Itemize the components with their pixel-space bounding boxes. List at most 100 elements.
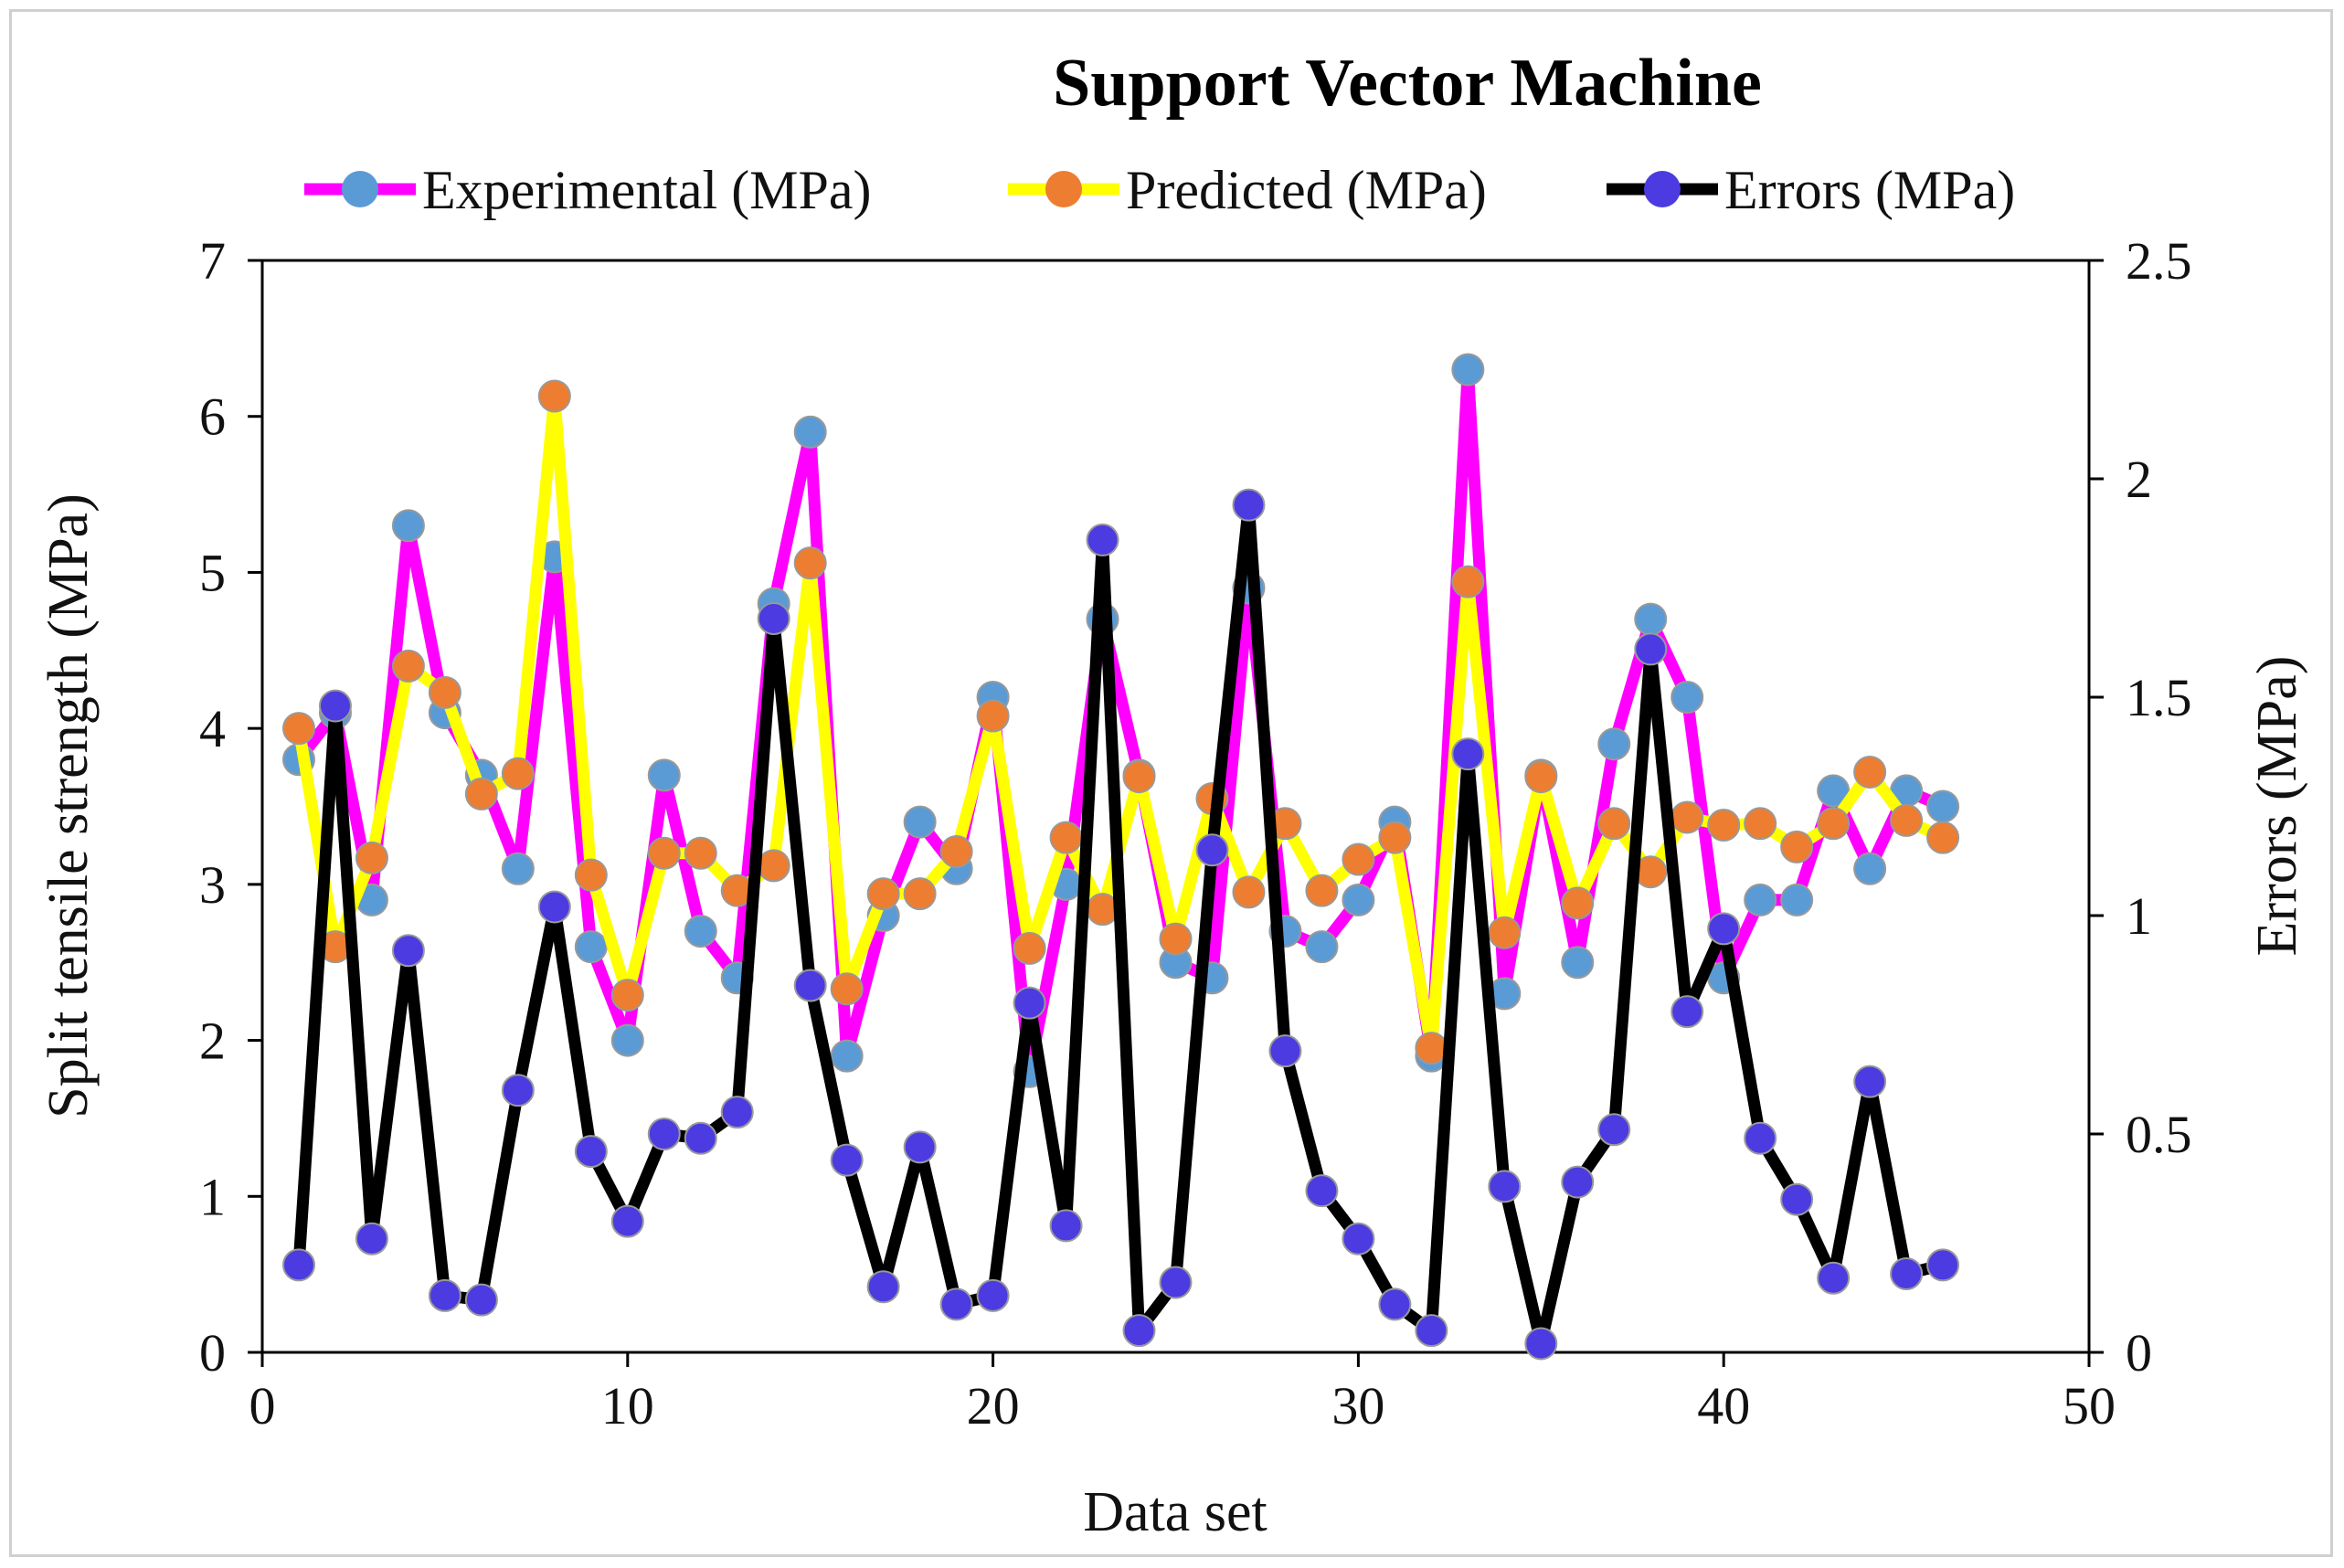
data-point-experimental — [1817, 774, 1851, 808]
data-point-errors — [501, 1074, 535, 1107]
data-point-errors — [720, 1096, 754, 1129]
chart-title: Support Vector Machine — [1053, 46, 1762, 121]
y-tick-label: 0 — [199, 1323, 226, 1383]
data-point-predicted — [1561, 886, 1595, 920]
data-point-predicted — [355, 841, 388, 874]
data-point-errors — [1707, 912, 1741, 946]
data-point-errors — [537, 890, 571, 924]
data-point-predicted — [684, 836, 717, 870]
data-point-experimental — [830, 1039, 864, 1073]
data-point-predicted — [574, 858, 608, 892]
series-line-errors — [292, 499, 1949, 1350]
x-tick-label: 20 — [967, 1376, 1020, 1436]
data-point-predicted — [1488, 916, 1522, 949]
data-point-errors — [428, 1278, 461, 1312]
data-point-errors — [1268, 1034, 1302, 1068]
y2-tick-label: 2.5 — [2126, 231, 2192, 291]
y-tick-label: 5 — [199, 543, 226, 602]
data-point-errors — [1415, 1314, 1448, 1348]
data-point-predicted — [757, 849, 790, 883]
data-point-experimental — [1926, 789, 1960, 823]
data-point-errors — [1159, 1266, 1193, 1299]
data-point-errors — [1049, 1209, 1083, 1243]
data-point-errors — [1817, 1261, 1851, 1295]
data-point-experimental — [1634, 602, 1668, 636]
data-point-errors — [1744, 1121, 1777, 1155]
data-point-predicted — [1415, 1032, 1448, 1065]
data-point-predicted — [281, 712, 315, 746]
data-point-errors — [391, 934, 425, 968]
data-point-errors — [866, 1270, 900, 1304]
data-point-experimental — [1597, 727, 1631, 761]
legend-label-errors: Errors (MPa) — [1724, 160, 2015, 220]
data-point-predicted — [1524, 760, 1558, 794]
data-point-errors — [1342, 1222, 1375, 1255]
data-point-errors — [1524, 1327, 1558, 1361]
data-point-errors — [1853, 1065, 1887, 1098]
data-point-errors — [281, 1248, 315, 1282]
data-point-errors — [1451, 737, 1485, 771]
y2-tick-label: 1 — [2126, 886, 2152, 946]
data-point-experimental — [1305, 930, 1339, 964]
data-point-predicted — [1890, 803, 1924, 837]
data-point-errors — [939, 1287, 973, 1321]
data-point-predicted — [1670, 800, 1704, 834]
data-point-errors — [610, 1204, 644, 1238]
data-point-experimental — [1342, 883, 1375, 916]
data-point-experimental — [684, 915, 717, 948]
data-point-predicted — [793, 546, 827, 580]
data-point-experimental — [610, 1023, 644, 1057]
data-point-predicted — [1451, 565, 1485, 599]
y-axis-right: 0 0.5 1 1.5 2 2.5 — [2089, 231, 2192, 1383]
data-point-predicted — [1159, 922, 1193, 956]
data-point-predicted — [1597, 807, 1631, 841]
x-axis: 0 10 20 30 40 50 — [249, 1352, 2116, 1436]
data-point-predicted — [391, 649, 425, 683]
x-axis-title: Data set — [1083, 1481, 1267, 1543]
legend-marker-experimental — [342, 171, 378, 207]
data-point-predicted — [1122, 760, 1156, 794]
data-point-errors — [647, 1118, 681, 1150]
y2-tick-label: 1.5 — [2126, 668, 2192, 727]
data-point-predicted — [903, 877, 937, 911]
data-point-predicted — [1780, 830, 1814, 863]
data-point-errors — [793, 969, 827, 1002]
plot-area — [260, 259, 2091, 1354]
data-point-errors — [1122, 1314, 1156, 1348]
y-tick-label: 7 — [199, 231, 226, 291]
data-point-predicted — [1926, 821, 1960, 854]
data-point-predicted — [1013, 931, 1046, 965]
data-point-errors — [1378, 1287, 1412, 1321]
data-point-predicted — [647, 836, 681, 870]
data-point-predicted — [866, 877, 900, 911]
data-point-predicted — [1378, 821, 1412, 854]
data-point-errors — [830, 1143, 864, 1177]
y-tick-label: 3 — [199, 855, 226, 915]
data-point-errors — [1670, 995, 1704, 1029]
data-point-errors — [355, 1222, 388, 1255]
data-point-experimental — [501, 852, 535, 885]
x-tick-label: 40 — [1697, 1376, 1750, 1436]
data-point-errors — [1597, 1113, 1631, 1147]
data-point-errors — [684, 1121, 717, 1155]
data-point-experimental — [1744, 883, 1777, 916]
data-point-experimental — [647, 758, 681, 792]
data-point-predicted — [428, 675, 461, 709]
data-point-experimental — [1853, 852, 1887, 885]
data-point-errors — [903, 1130, 937, 1164]
data-point-errors — [1195, 833, 1229, 867]
y-axis-title: Split tensile strength (MPa) — [37, 493, 100, 1118]
data-point-predicted — [1817, 807, 1851, 841]
data-point-predicted — [976, 699, 1010, 733]
data-point-experimental — [391, 509, 425, 543]
y2-axis-title: Errors (MPa) — [2246, 656, 2308, 957]
y2-tick-label: 0.5 — [2126, 1105, 2192, 1164]
data-point-predicted — [610, 979, 644, 1012]
y-axis-left: 0 1 2 3 4 5 6 7 — [199, 231, 262, 1383]
data-point-predicted — [1744, 807, 1777, 841]
data-point-experimental — [1451, 353, 1485, 387]
data-point-errors — [464, 1283, 498, 1317]
data-point-predicted — [830, 972, 864, 1006]
series-layer — [281, 353, 1960, 1361]
